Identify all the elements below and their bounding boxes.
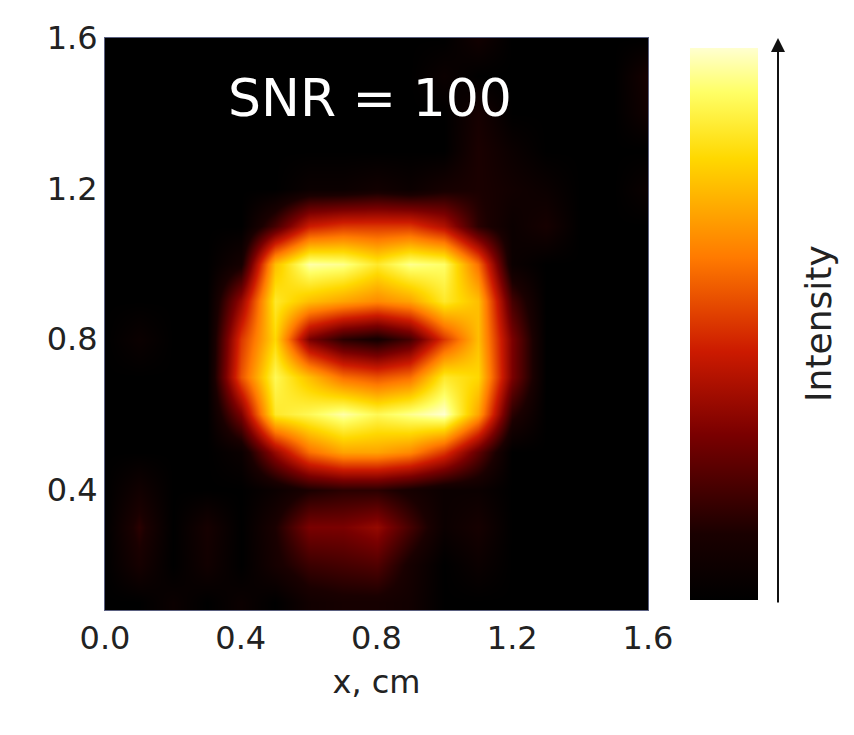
svg-text:1.2: 1.2: [487, 619, 538, 657]
svg-text:0.4: 0.4: [47, 471, 98, 509]
svg-text:0.8: 0.8: [351, 619, 402, 657]
svg-text:0.8: 0.8: [47, 320, 98, 358]
svg-text:1.2: 1.2: [47, 170, 98, 208]
svg-text:x, cm: x, cm: [332, 663, 420, 701]
svg-text:0.4: 0.4: [215, 619, 266, 657]
svg-text:1.6: 1.6: [623, 619, 674, 657]
svg-text:SNR = 100: SNR = 100: [228, 68, 512, 128]
svg-text:1.6: 1.6: [47, 19, 98, 57]
svg-text:Intensity: Intensity: [798, 245, 839, 402]
svg-text:0.0: 0.0: [80, 619, 131, 657]
